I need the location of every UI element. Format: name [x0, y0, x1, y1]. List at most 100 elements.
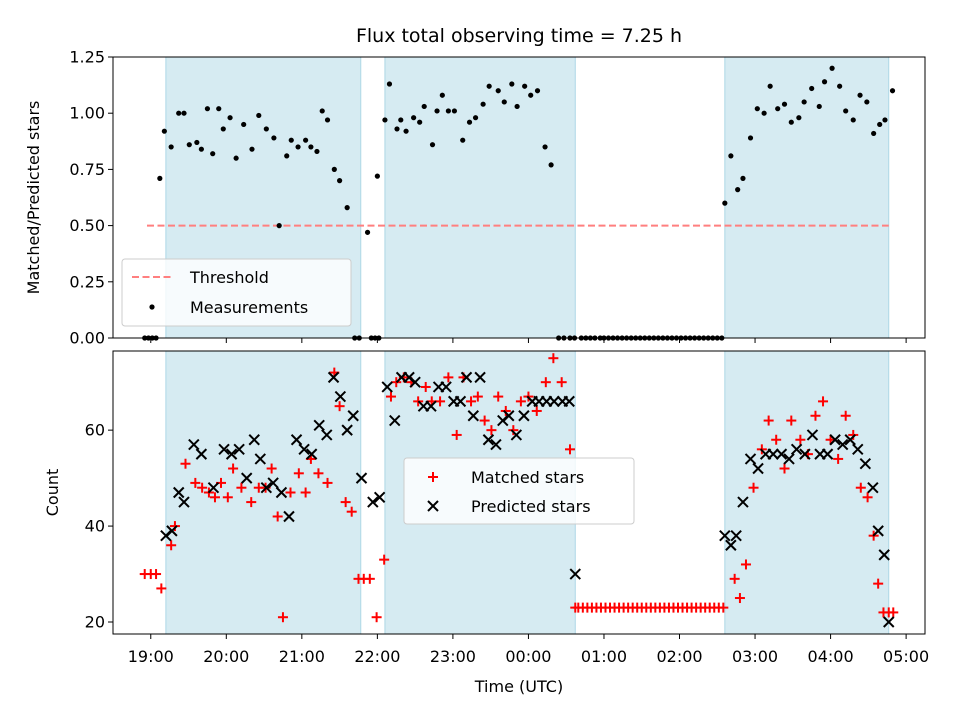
matched-star-point — [228, 463, 239, 474]
matched-star-point — [364, 573, 375, 584]
predicted-star-point — [275, 486, 288, 499]
predicted-stars-points — [160, 371, 895, 628]
predicted-star-point — [166, 525, 178, 537]
matched-star-point — [293, 468, 304, 479]
matched-star-point — [748, 482, 759, 493]
measurement-point — [877, 121, 883, 128]
predicted-star-point — [240, 472, 253, 484]
predicted-star-point — [248, 434, 260, 446]
measurement-point — [157, 175, 163, 181]
measurement-point — [386, 81, 393, 87]
matched-star-point — [855, 482, 866, 493]
predicted-star-point — [725, 539, 737, 551]
measurement-point — [534, 88, 541, 94]
matched-star-point — [391, 377, 402, 388]
matched-star-point — [451, 429, 462, 440]
bottom-ytick-label: 20 — [85, 613, 105, 632]
observing-window-3 — [724, 350, 890, 635]
predicted-star-point — [474, 371, 486, 384]
measurement-point — [740, 175, 746, 181]
matched-star-point — [197, 482, 208, 493]
predicted-star-point — [767, 448, 779, 460]
matched-star-point — [180, 458, 191, 469]
measurement-point — [439, 92, 445, 98]
xtick-label: 05:00 — [883, 647, 929, 666]
measurement-point — [514, 103, 520, 110]
top-y-axis-label: Matched/Predicted stars — [24, 101, 43, 295]
predicted-star-point — [548, 395, 560, 408]
measurement-point — [429, 142, 436, 148]
matched-star-point — [340, 497, 351, 508]
predicted-star-point — [510, 429, 523, 441]
measurement-point — [271, 135, 277, 141]
top-legend: Threshold Measurements — [121, 258, 352, 327]
matched-star-point — [313, 468, 324, 479]
measurement-point — [364, 229, 371, 235]
matched-star-point — [564, 444, 575, 455]
measurement-point — [374, 173, 380, 179]
measurement-point — [319, 108, 325, 114]
measurement-point — [837, 83, 843, 89]
observing-windows — [165, 56, 890, 339]
bottom-x-ticks: 19:00 20:00 21:00 22:00 23:00 00:00 01:00 02:00… — [128, 634, 929, 666]
bottom-y-axis-label: Count — [43, 469, 62, 517]
predicted-star-point — [852, 443, 864, 456]
xtick-label: 00:00 — [505, 647, 551, 666]
matched-star-point — [873, 578, 884, 589]
measurements-legend-swatch — [149, 304, 155, 310]
matched-star-point — [479, 415, 490, 426]
measurement-point — [821, 79, 828, 85]
measurement-point — [227, 115, 233, 121]
measurement-point — [816, 103, 822, 110]
xtick-label: 03:00 — [732, 647, 778, 666]
predicted-star-point — [425, 400, 437, 412]
xtick-label: 04:00 — [808, 647, 854, 666]
measurement-point — [181, 110, 187, 116]
measurement-point — [303, 137, 309, 143]
predicted-star-point — [752, 462, 764, 475]
matched-star-point — [540, 377, 551, 388]
predicted-star-point — [260, 481, 273, 494]
predicted-star-point — [790, 443, 803, 456]
predicted-star-point — [355, 472, 368, 484]
measurement-point — [451, 108, 458, 114]
measurement-point — [308, 144, 314, 150]
predicted-star-point — [373, 491, 386, 504]
bottom-legend-box — [403, 457, 635, 525]
measurement-point — [161, 128, 167, 134]
matched-star-point — [740, 559, 751, 570]
measurement-point — [249, 146, 255, 152]
predicted-star-point — [490, 438, 502, 451]
measurement-point — [864, 99, 870, 105]
measurement-point — [850, 117, 856, 123]
measurement-point — [882, 117, 888, 123]
predicted-star-point — [409, 376, 421, 388]
measurement-point — [722, 200, 728, 206]
xtick-label: 19:00 — [128, 647, 174, 666]
measurement-point — [186, 142, 192, 148]
matched-star-point — [556, 377, 567, 388]
matched-star-point — [466, 396, 477, 407]
measurement-point — [411, 115, 417, 121]
measurement-point — [220, 126, 226, 132]
predicted-star-point — [283, 510, 295, 523]
measurement-point — [501, 99, 507, 105]
measurement-point — [445, 108, 451, 114]
top-axes-frame — [112, 56, 926, 339]
predicted-star-point — [844, 434, 856, 446]
matched-star-point — [833, 453, 844, 464]
predicted-star-point — [467, 410, 480, 422]
measurement-point — [263, 126, 269, 132]
matched-star-point — [779, 463, 790, 474]
predicted-star-point — [347, 410, 359, 422]
matched-star-point — [277, 612, 288, 623]
measurement-point — [233, 155, 239, 161]
matched-star-point — [151, 569, 162, 580]
predicted-star-point — [454, 395, 467, 408]
top-ytick-label: 0.00 — [69, 329, 105, 348]
matched-star-point — [420, 381, 431, 392]
measurement-point — [344, 205, 350, 211]
measurement-point — [761, 110, 767, 116]
measurement-point — [398, 117, 404, 123]
predicted-star-point — [799, 448, 811, 460]
